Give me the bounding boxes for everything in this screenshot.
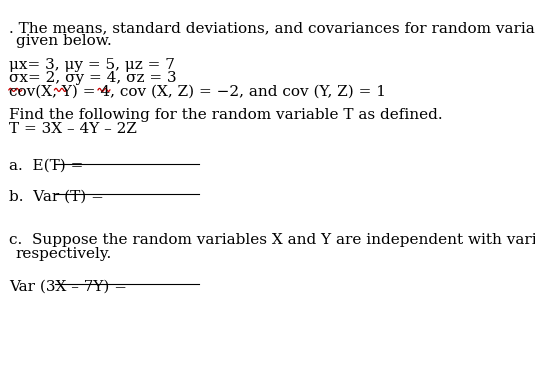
Text: . The means, standard deviations, and covariances for random variables X, Y, and: . The means, standard deviations, and co… <box>9 21 535 35</box>
Text: Var (3X – 7Y) =: Var (3X – 7Y) = <box>9 280 127 294</box>
Text: μx= 3, μy = 5, μz = 7: μx= 3, μy = 5, μz = 7 <box>9 58 175 72</box>
Text: σx= 2, σy = 4, σz = 3: σx= 2, σy = 4, σz = 3 <box>9 71 177 85</box>
Text: T = 3X – 4Y – 2Z: T = 3X – 4Y – 2Z <box>9 122 137 136</box>
Text: c.  Suppose the random variables X and Y are independent with variances of 4 and: c. Suppose the random variables X and Y … <box>9 233 535 247</box>
Text: respectively.: respectively. <box>16 247 112 261</box>
Text: Find the following for the random variable T as defined.: Find the following for the random variab… <box>9 108 442 122</box>
Text: a.  E(T) =: a. E(T) = <box>9 159 83 173</box>
Text: cov(X, Y) = 4, cov (X, Z) = −2, and cov (Y, Z) = 1: cov(X, Y) = 4, cov (X, Z) = −2, and cov … <box>9 85 386 99</box>
Text: b.  Var (T) =: b. Var (T) = <box>9 189 104 203</box>
Text: given below.: given below. <box>16 34 112 48</box>
